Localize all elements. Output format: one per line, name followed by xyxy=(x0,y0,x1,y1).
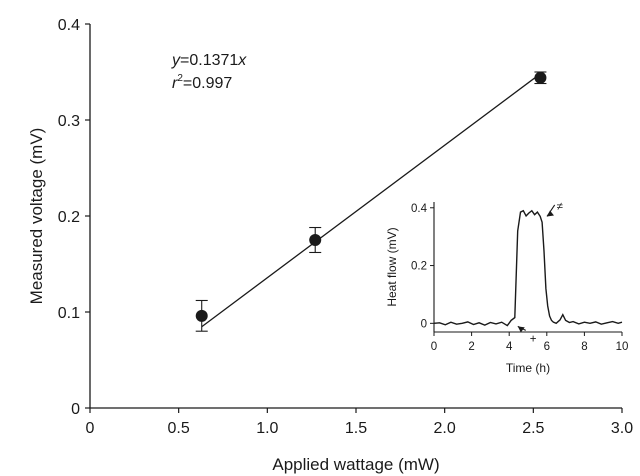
fit-equation: y=0.1371x xyxy=(171,52,247,69)
inset-y-tick-label: 0.4 xyxy=(411,203,428,215)
inset-ticks: 0 2 4 6 8 10 0 0.2 0.4 xyxy=(411,203,628,353)
x-tick-label: 1.5 xyxy=(345,420,367,437)
y-tick-label: 0.1 xyxy=(58,305,80,322)
data-point xyxy=(534,71,547,84)
inset-x-tick-label: 10 xyxy=(616,341,629,353)
x-tick-label: 0 xyxy=(86,420,95,437)
y-tick-label: 0.3 xyxy=(58,113,80,130)
x-tick-label: 0.5 xyxy=(168,420,190,437)
inset-x-axis-title: Time (h) xyxy=(506,361,550,375)
inset-x-tick-label: 0 xyxy=(431,341,437,353)
inset-x-tick-label: 6 xyxy=(544,341,550,353)
peak-symbol: ≠ xyxy=(557,201,563,213)
peak-arrow-head xyxy=(546,210,554,217)
inset-x-tick-label: 2 xyxy=(468,341,474,353)
data-point xyxy=(195,309,208,322)
inset-x-tick-label: 8 xyxy=(581,341,587,353)
data-point xyxy=(309,234,322,246)
inset-x-tick-label: 4 xyxy=(506,341,513,353)
inset-y-axis-title: Heat flow (mV) xyxy=(385,227,399,306)
x-tick-label: 1.0 xyxy=(256,420,278,437)
x-tick-label: 2.0 xyxy=(434,420,456,437)
fit-line-group xyxy=(201,73,541,328)
x-axis-title: Applied wattage (mW) xyxy=(272,455,439,474)
inset-y-tick-label: 0.2 xyxy=(411,261,427,273)
y-axis-title: Measured voltage (mV) xyxy=(27,128,46,305)
x-tick-label: 2.5 xyxy=(522,420,544,437)
y-tick-label: 0.4 xyxy=(58,17,80,34)
main-ticks: 0 0.5 1.0 1.5 2.0 2.5 3.0 0 0.1 0.2 0.3 0.4 xyxy=(58,17,633,437)
inset-y-tick-label: 0 xyxy=(421,318,427,330)
onset-arrow-head xyxy=(517,326,525,333)
r-squared: r2=0.997 xyxy=(172,73,232,92)
y-tick-label: 0.2 xyxy=(58,209,80,226)
y-tick-label: 0 xyxy=(71,401,80,418)
fit-line xyxy=(201,73,541,328)
inset-markers: ≠+ xyxy=(517,201,563,345)
data-points xyxy=(195,71,547,332)
onset-symbol: + xyxy=(530,333,537,345)
x-tick-label: 3.0 xyxy=(611,420,633,437)
heat-flow-trace xyxy=(433,209,623,327)
